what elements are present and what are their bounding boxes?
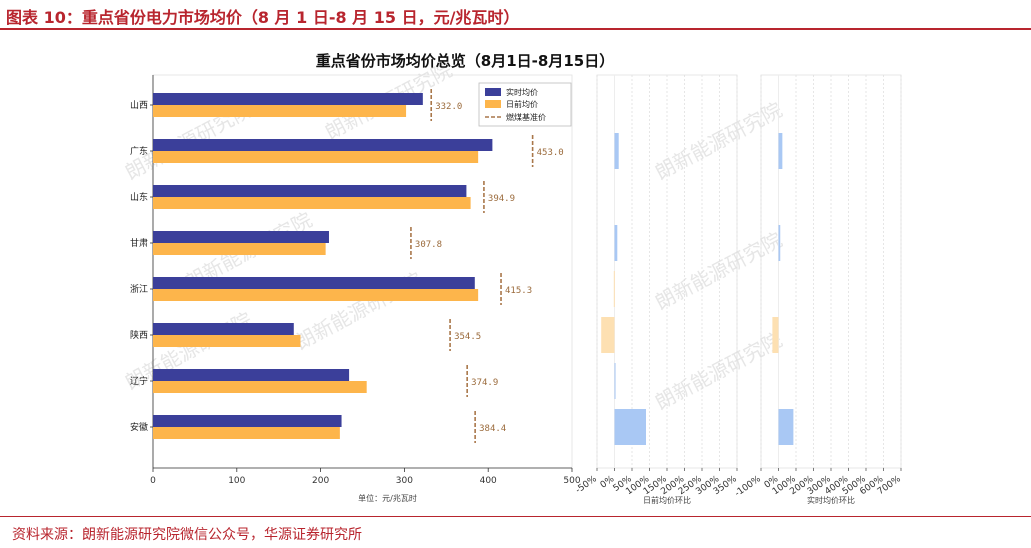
benchmark-value-label: 415.3 [505, 286, 532, 296]
legend-label-benchmark: 燃煤基准价 [506, 112, 546, 122]
category-label: 陕西 [130, 329, 148, 341]
bar-dayahead [153, 381, 367, 393]
bar-dayahead [153, 427, 340, 439]
watermark-text: 朗新能源研究院 [651, 227, 786, 314]
main-bar-chart: 0 100 200 300 400 500 单位：元/兆瓦时 山西 332.0 广东 453.0 山东… [130, 74, 581, 503]
ring-change-bar [778, 133, 783, 169]
benchmark-value-label: 453.0 [537, 148, 564, 158]
ring-change-bar [613, 271, 615, 307]
main-x-axis-label: 单位：元/兆瓦时 [358, 493, 417, 503]
bar-realtime [153, 231, 329, 243]
bar-realtime [153, 93, 423, 105]
page-title: 图表 10：重点省份电力市场均价（8 月 1 日-8 月 15 日，元/兆瓦时） [6, 8, 520, 27]
ring-change-bar [601, 317, 615, 353]
bar-dayahead [153, 335, 301, 347]
bar-dayahead [153, 243, 326, 255]
category-label: 山西 [130, 100, 148, 111]
dayahead-ring-chart: -50% 0%50%100%150%200%250%300%350%日前均价环比 [574, 74, 739, 505]
main-chart-title: 重点省份市场均价总览（8月1日-8月15日） [316, 52, 614, 70]
legend-swatch-realtime [485, 88, 501, 96]
benchmark-value-label: 374.9 [471, 378, 498, 388]
main-x-tick-label: 300 [396, 476, 413, 486]
benchmark-value-label: 307.8 [415, 240, 442, 250]
main-x-tick-label: 100 [228, 476, 245, 486]
footer-rule [0, 516, 1031, 517]
bar-realtime [153, 415, 342, 427]
realtime-ring-chart: -100% 0%100%200%300%400%500%600%700%实时均价环… [733, 74, 903, 505]
ring-x-tick-label: -100% [733, 474, 763, 499]
watermark-text: 朗新能源研究院 [651, 327, 786, 414]
chart-area: 朗新能源研究院朗新能源研究院朗新能源研究院朗新能源研究院朗新能源研究院朗新能源研… [121, 52, 903, 505]
ring-x-axis-label: 实时均价环比 [807, 495, 855, 505]
header-bar: 图表 10：重点省份电力市场均价（8 月 1 日-8 月 15 日，元/兆瓦时） [0, 0, 1031, 30]
ring-change-bar [772, 317, 779, 353]
benchmark-value-label: 384.4 [479, 424, 506, 434]
bar-dayahead [153, 197, 471, 209]
watermark-text: 朗新能源研究院 [651, 97, 786, 184]
main-legend: 实时均价 日前均价 燃煤基准价 [478, 82, 572, 127]
category-label: 安徽 [130, 421, 148, 433]
main-x-tick-label: 0 [150, 476, 156, 486]
ring-change-bar [778, 225, 781, 261]
ring-change-bar [778, 409, 794, 445]
ring-change-bar [614, 133, 619, 169]
bar-realtime [153, 139, 493, 151]
ring-change-bar [614, 409, 646, 445]
bar-realtime [153, 185, 467, 197]
legend-label-dayahead: 日前均价 [506, 99, 538, 109]
benchmark-value-label: 332.0 [435, 102, 462, 112]
category-label: 广东 [130, 145, 148, 157]
source-note: 资料来源：朗新能源研究院微信公众号，华源证券研究所 [12, 527, 362, 543]
category-label: 浙江 [130, 283, 148, 295]
bar-dayahead [153, 151, 479, 163]
main-x-tick-label: 200 [312, 476, 329, 486]
legend-label-realtime: 实时均价 [506, 87, 538, 97]
benchmark-value-label: 354.5 [454, 332, 481, 342]
ring-x-axis-label: 日前均价环比 [643, 495, 691, 505]
footer-bar: 资料来源：朗新能源研究院微信公众号，华源证券研究所 [0, 516, 1031, 548]
ring-change-bar [614, 225, 618, 261]
bar-realtime [153, 369, 350, 381]
main-x-tick-label: 500 [563, 476, 580, 486]
category-label: 辽宁 [130, 375, 148, 387]
bar-dayahead [153, 105, 407, 117]
ring-change-bar [614, 363, 616, 399]
bar-dayahead [153, 289, 479, 301]
benchmark-value-label: 394.9 [488, 194, 515, 204]
main-x-tick-label: 400 [480, 476, 497, 486]
bar-realtime [153, 277, 475, 289]
category-label: 山东 [130, 191, 148, 203]
legend-swatch-dayahead [485, 100, 501, 108]
category-label: 甘肃 [130, 237, 148, 249]
bar-realtime [153, 323, 294, 335]
header-rule [0, 28, 1031, 30]
